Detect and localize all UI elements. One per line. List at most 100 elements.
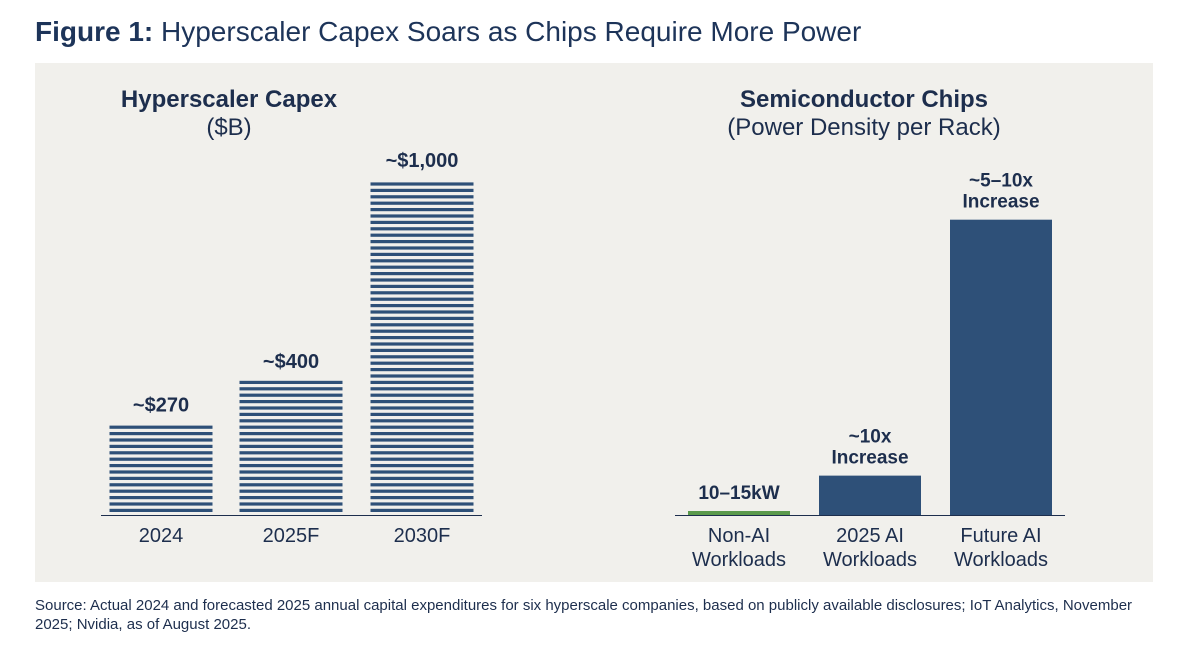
capex-bar-stripe [370, 240, 474, 244]
capex-value-label: ~$400 [263, 351, 319, 373]
capex-bar-stripe [239, 380, 343, 384]
capex-bar-stripe [370, 451, 474, 455]
capex-bar-stripe [370, 393, 474, 397]
capex-bar-stripe [109, 496, 213, 500]
chips-bar-3 [950, 219, 1052, 515]
chips-value-label: ~10x [849, 427, 892, 448]
capex-bar-stripe [370, 316, 474, 320]
capex-bar-stripe [370, 406, 474, 410]
capex-bar-stripe [370, 432, 474, 436]
capex-bar-stripe [109, 483, 213, 487]
capex-bar-stripe [370, 182, 474, 186]
capex-bar-stripe [370, 297, 474, 301]
capex-category-label: 2025F [263, 525, 320, 547]
capex-value-label: ~$1,000 [386, 150, 459, 172]
capex-bar-stripe [370, 188, 474, 192]
charts-canvas: Hyperscaler Capex($B) ~$270 2024 ~$400 2025F… [101, 86, 1065, 571]
capex-bar-stripe [239, 508, 343, 512]
capex-bar-stripe [370, 444, 474, 448]
chips-value-label: Increase [831, 448, 908, 469]
capex-bar-stripe [370, 342, 474, 346]
capex-bar-stripe [370, 246, 474, 250]
capex-bar-stripe [239, 419, 343, 423]
capex-bar-stripe [239, 489, 343, 493]
capex-bar-stripe [370, 496, 474, 500]
capex-bar-stripe [370, 502, 474, 506]
chips-value-label: 10–15kW [698, 483, 779, 504]
capex-bar-stripe [370, 361, 474, 365]
capex-bar-stripe [239, 451, 343, 455]
capex-bar-stripe [109, 464, 213, 468]
capex-bar-stripe [239, 412, 343, 416]
capex-bar-stripe [370, 355, 474, 359]
capex-bar-stripe [370, 278, 474, 282]
capex-bar-2024 [109, 425, 213, 512]
capex-bar-stripe [370, 508, 474, 512]
capex-bar-stripe [370, 208, 474, 212]
capex-bar-stripe [370, 195, 474, 199]
chips-category-label: Future AI [960, 525, 1041, 547]
capex-bar-stripe [109, 489, 213, 493]
figure-label: Figure 1: [35, 16, 154, 47]
capex-bar-stripe [370, 252, 474, 256]
capex-bar-stripe [370, 374, 474, 378]
capex-bar-stripe [370, 489, 474, 493]
capex-bar-stripe [370, 470, 474, 474]
capex-bar-stripe [109, 508, 213, 512]
chips-category-label: 2025 AI [836, 525, 904, 547]
chips-bar-1 [688, 511, 790, 515]
capex-bar-stripe [370, 323, 474, 327]
chips-category-label: Non-AI [708, 525, 770, 547]
capex-bar-stripe [239, 502, 343, 506]
capex-bar-stripe [109, 457, 213, 461]
chips-category-label: Workloads [692, 549, 786, 571]
capex-bar-stripe [239, 438, 343, 442]
capex-bar-stripe [370, 291, 474, 295]
capex-bar-stripe [370, 220, 474, 224]
capex-category-label: 2030F [394, 525, 451, 547]
capex-bar-stripe [239, 483, 343, 487]
chips-chart-title: Semiconductor Chips [740, 86, 988, 113]
capex-bar-stripe [370, 425, 474, 429]
capex-bar-stripe [370, 476, 474, 480]
chips-value-label: ~5–10x [969, 171, 1033, 192]
capex-chart-subtitle: ($B) [206, 114, 251, 141]
capex-value-label: ~$270 [133, 395, 189, 417]
capex-bar-stripe [370, 387, 474, 391]
capex-bar-stripe [109, 438, 213, 442]
capex-chart-title: Hyperscaler Capex [121, 86, 338, 113]
capex-bar-stripe [370, 380, 474, 384]
capex-bar-stripe [370, 348, 474, 352]
capex-bar-stripe [109, 425, 213, 429]
capex-bar-stripe [370, 483, 474, 487]
capex-bar-stripe [370, 329, 474, 333]
capex-bar-stripe [370, 368, 474, 372]
capex-bar-stripe [239, 387, 343, 391]
capex-bar-stripe [109, 432, 213, 436]
capex-bar-stripe [370, 412, 474, 416]
capex-bar-stripe [370, 265, 474, 269]
source-note: Source: Actual 2024 and forecasted 2025 … [35, 597, 1133, 633]
chart-panel: Hyperscaler Capex ($B) ~$270 2024 ~$400 2025F… [35, 63, 1153, 582]
chips-bar-2 [819, 475, 921, 515]
capex-bar-stripe [370, 272, 474, 276]
capex-bar-stripe [370, 336, 474, 340]
figure-title-text: Hyperscaler Capex Soars as Chips Require… [161, 16, 862, 47]
chips-category-label: Workloads [954, 549, 1048, 571]
capex-bar-stripe [370, 284, 474, 288]
capex-bar-stripe [370, 400, 474, 404]
capex-bar-stripe [239, 400, 343, 404]
capex-bar-stripe [239, 406, 343, 410]
capex-bar-stripe [239, 444, 343, 448]
capex-bar-stripe [370, 419, 474, 423]
capex-bar-stripe [239, 393, 343, 397]
capex-bar-stripe [370, 464, 474, 468]
capex-bar-stripe [370, 310, 474, 314]
chips-category-label: Workloads [823, 549, 917, 571]
capex-bar-stripe [239, 464, 343, 468]
capex-bar-stripe [109, 470, 213, 474]
capex-bar-stripe [370, 227, 474, 231]
capex-bar-stripe [239, 470, 343, 474]
capex-bar-stripe [370, 438, 474, 442]
capex-bar-stripe [109, 444, 213, 448]
